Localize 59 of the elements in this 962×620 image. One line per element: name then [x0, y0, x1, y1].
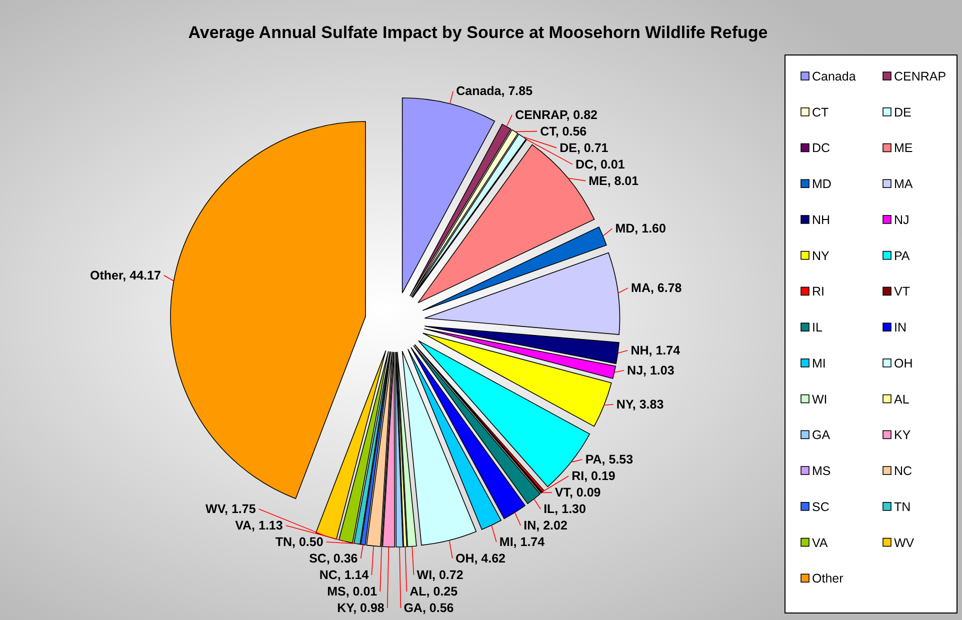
- data-label: CT, 0.56: [540, 124, 587, 138]
- legend-label: DC: [812, 141, 830, 156]
- data-label: DC, 0.01: [575, 157, 625, 172]
- data-label: MD, 1.60: [615, 222, 666, 236]
- legend-label: NH: [812, 212, 830, 227]
- data-label: MA, 6.78: [631, 280, 682, 295]
- data-label: AL, 0.25: [410, 584, 458, 598]
- legend-label: IL: [812, 320, 822, 335]
- legend-label: NJ: [894, 212, 910, 227]
- chart-title: Average Annual Sulfate Impact by Source at Moosehorn Wildlife Refuge: [188, 23, 768, 42]
- legend-label: Canada: [812, 70, 856, 84]
- data-label: Other, 44.17: [90, 268, 161, 282]
- legend-label: KY: [894, 428, 912, 442]
- data-label: TN, 0.50: [275, 535, 324, 549]
- legend-label: VT: [894, 284, 910, 299]
- data-label: PA, 5.53: [585, 452, 634, 466]
- data-label: NH, 1.74: [630, 343, 680, 358]
- legend-label: CT: [812, 105, 830, 120]
- legend-label: WI: [812, 392, 828, 406]
- data-label: WV, 1.75: [206, 502, 256, 516]
- data-label: MS, 0.01: [327, 584, 378, 598]
- data-label: SC, 0.36: [309, 552, 358, 566]
- legend-label: NY: [812, 248, 830, 263]
- legend-label: OH: [894, 356, 913, 370]
- legend-label: NC: [894, 464, 912, 478]
- data-label: MI, 1.74: [499, 535, 545, 549]
- legend-label: AL: [894, 392, 910, 406]
- legend-label: TN: [894, 500, 911, 514]
- data-label: DE, 0.71: [560, 140, 608, 155]
- data-label: CENRAP, 0.82: [515, 108, 598, 122]
- data-label: VT, 0.09: [554, 486, 601, 500]
- legend-label: MD: [812, 177, 832, 192]
- data-label: OH, 4.62: [455, 552, 506, 566]
- legend-label: IN: [894, 320, 906, 335]
- legend-label: WV: [894, 536, 915, 550]
- data-label: VA, 1.13: [235, 518, 283, 532]
- data-label: GA, 0.56: [404, 601, 454, 615]
- legend-label: MI: [812, 356, 826, 370]
- data-label: Canada, 7.85: [456, 84, 533, 98]
- data-label: WI, 0.72: [416, 568, 464, 582]
- data-label: IL, 1.30: [544, 502, 586, 516]
- data-label: NC, 1.14: [319, 568, 369, 582]
- data-label: NJ, 1.03: [627, 363, 674, 378]
- data-label: ME, 8.01: [588, 174, 639, 188]
- data-label: KY, 0.98: [337, 601, 384, 615]
- legend-label: ME: [894, 141, 913, 156]
- legend-label: Other: [812, 572, 844, 586]
- legend-label: SC: [812, 500, 830, 514]
- data-label: IN, 2.02: [524, 518, 568, 532]
- data-label: NY, 3.83: [616, 397, 664, 412]
- legend-label: MS: [812, 464, 831, 478]
- legend-label: DE: [894, 105, 912, 120]
- legend-label: VA: [812, 536, 828, 550]
- legend-label: GA: [812, 428, 831, 442]
- legend-label: RI: [812, 284, 824, 299]
- legend-label: CENRAP: [894, 70, 946, 84]
- legend-label: MA: [894, 177, 914, 192]
- data-label: RI, 0.19: [572, 469, 616, 483]
- legend-label: PA: [894, 248, 910, 263]
